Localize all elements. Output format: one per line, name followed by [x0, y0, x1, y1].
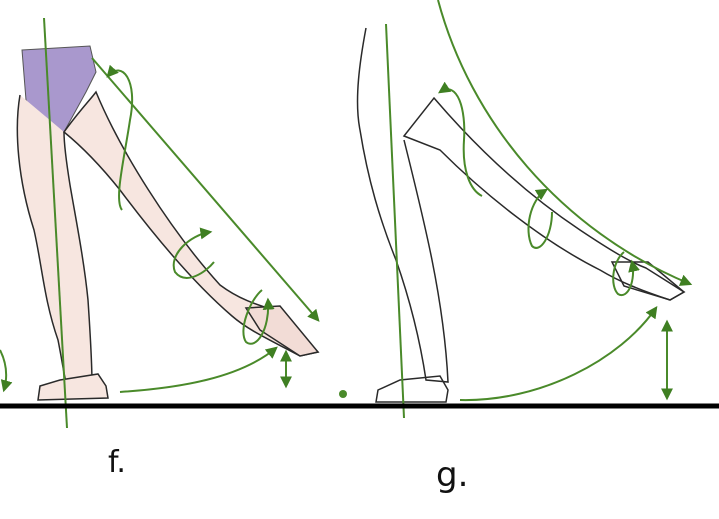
rotation-arrow-hip-f	[106, 64, 134, 211]
extended-leg-g	[402, 96, 686, 301]
figure-label-f: f.	[108, 445, 126, 480]
figure-label-g: g.	[436, 455, 468, 495]
rotation-arrow-knee-g	[527, 188, 553, 249]
standing-foot-g	[375, 375, 449, 403]
figure-f: f.	[0, 17, 320, 480]
direction-arrow-f	[91, 57, 320, 322]
plumb-line-f	[43, 17, 68, 429]
sweep-arrow-g	[459, 306, 658, 402]
standing-foot-f	[37, 373, 109, 401]
standing-leg-g	[356, 27, 449, 383]
rotation-arrow-ankle-g	[612, 251, 640, 297]
plumb-line-g	[385, 23, 405, 419]
figure-g: g.	[339, 0, 693, 495]
sweep-arrow-f	[119, 346, 278, 393]
direction-arrow-g	[437, 0, 693, 286]
rotation-arrow-ankle-f	[242, 289, 275, 345]
marker-dot-g	[339, 390, 347, 398]
rotation-arrow-hip-g	[438, 81, 483, 197]
pointe-shoe-g	[610, 261, 686, 301]
rotation-arrow-knee-f	[172, 227, 215, 279]
edge-arrow-f	[0, 349, 13, 393]
